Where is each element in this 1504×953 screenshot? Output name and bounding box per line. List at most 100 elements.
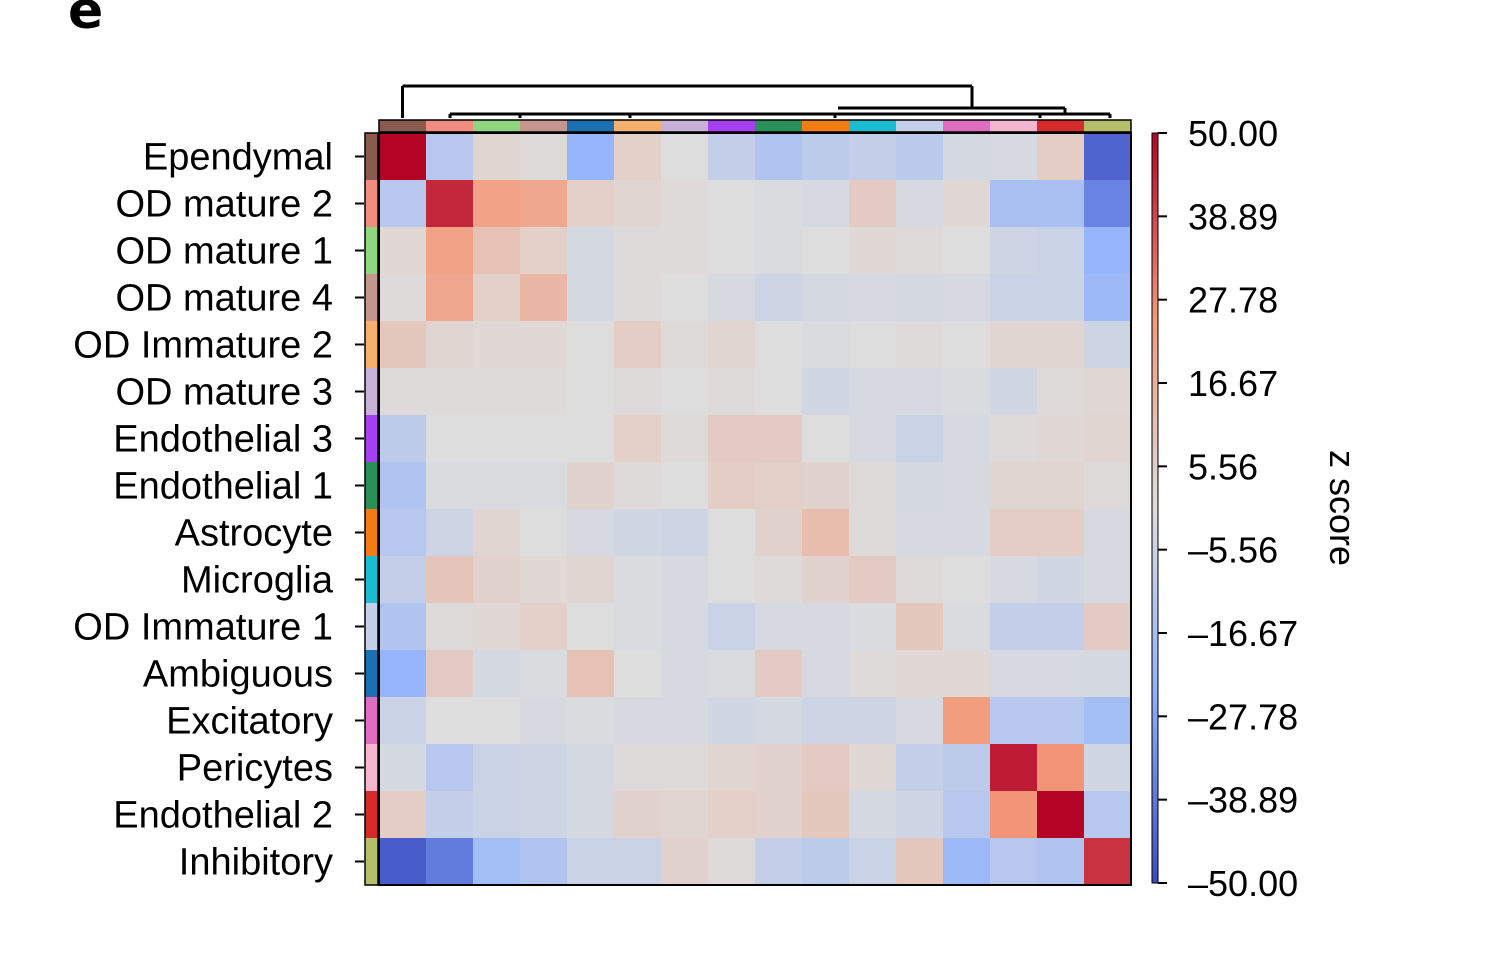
heatmap-cell [614,462,662,510]
heatmap-cell [567,556,615,604]
heatmap-cell [1037,603,1085,651]
row-color-swatch [365,838,378,885]
heatmap-cell [379,180,427,228]
heatmap-cell [614,227,662,275]
heatmap-cell [426,274,474,322]
heatmap-cell [473,274,521,322]
heatmap-cell [520,133,568,181]
heatmap-cell [1084,321,1132,369]
heatmap-cell [896,321,944,369]
heatmap-cell [1037,791,1085,839]
heatmap-cell [1037,321,1085,369]
heatmap-cell [567,133,615,181]
heatmap-cell [520,509,568,557]
row-color-swatch [365,227,378,274]
heatmap-cell [990,791,1038,839]
heatmap-cell [426,838,474,886]
heatmap-cell [802,838,850,886]
row-label: Ependymal [143,137,333,179]
heatmap-cell [426,321,474,369]
heatmap-cell [943,509,991,557]
heatmap-cell [520,321,568,369]
heatmap-cell [802,133,850,181]
heatmap-cell [661,274,709,322]
heatmap-cell [614,180,662,228]
heatmap-cell [1084,791,1132,839]
heatmap-border [378,132,1132,886]
column-color-swatch [1037,120,1084,132]
heatmap-cell [661,462,709,510]
heatmap-cell [990,133,1038,181]
column-color-swatch [661,120,708,132]
heatmap-cell [896,462,944,510]
row-color-swatch [365,697,378,744]
column-color-swatch [379,120,426,132]
heatmap-cell [520,462,568,510]
heatmap-cell [1037,133,1085,181]
heatmap-cell [426,368,474,416]
column-color-swatch [614,120,661,132]
heatmap-cell [614,838,662,886]
heatmap-cell [473,650,521,698]
heatmap-cell [426,556,474,604]
heatmap-cell [755,133,803,181]
heatmap-cell [379,791,427,839]
heatmap-cell [1037,744,1085,792]
heatmap-cell [990,462,1038,510]
row-color-swatch [365,180,378,227]
column-dendrogram [401,84,1112,118]
heatmap-cell [1084,462,1132,510]
heatmap-cell [1037,509,1085,557]
heatmap-cell [379,509,427,557]
heatmap-cell [755,697,803,745]
heatmap-cell [473,227,521,275]
heatmap-cell [567,697,615,745]
row-label: Endothelial 1 [113,466,333,508]
heatmap-cell [943,744,991,792]
heatmap-cell [1084,838,1132,886]
heatmap-cell [896,274,944,322]
heatmap-cell [896,227,944,275]
heatmap-cell [708,462,756,510]
heatmap-cell [1037,556,1085,604]
heatmap-cell [896,415,944,463]
heatmap-cell [896,791,944,839]
heatmap-cell [943,274,991,322]
heatmap-cell [896,133,944,181]
heatmap-cell [755,321,803,369]
heatmap-cell [1084,227,1132,275]
heatmap-cell [379,274,427,322]
column-color-annotations [378,119,1132,133]
heatmap-cell [943,133,991,181]
heatmap-cell [943,227,991,275]
heatmap-cell [520,603,568,651]
colorbar-tick-label: –38.89 [1188,780,1298,821]
heatmap-cell [708,509,756,557]
heatmap-cell [1037,415,1085,463]
heatmap-cell [661,368,709,416]
heatmap-cell [708,415,756,463]
heatmap-cell [849,368,897,416]
heatmap-cell [473,791,521,839]
heatmap-cell [614,274,662,322]
heatmap-cell [755,274,803,322]
heatmap-cell [379,321,427,369]
heatmap-cell [802,462,850,510]
heatmap-cell [661,697,709,745]
heatmap-cell [520,650,568,698]
heatmap-cell [567,227,615,275]
heatmap-cell [520,697,568,745]
heatmap-cell [708,838,756,886]
column-color-swatch [943,120,990,132]
heatmap-cell [661,133,709,181]
heatmap-cell [802,650,850,698]
heatmap-cell [755,509,803,557]
row-color-swatch [365,556,378,603]
heatmap-cell [473,462,521,510]
heatmap-cell [614,509,662,557]
heatmap-cell [614,603,662,651]
heatmap-cell [896,603,944,651]
row-color-swatch [365,650,378,697]
row-labels: Ependymal OD mature 2 OD mature 1 OD mature… [73,137,364,884]
heatmap-cell [802,744,850,792]
